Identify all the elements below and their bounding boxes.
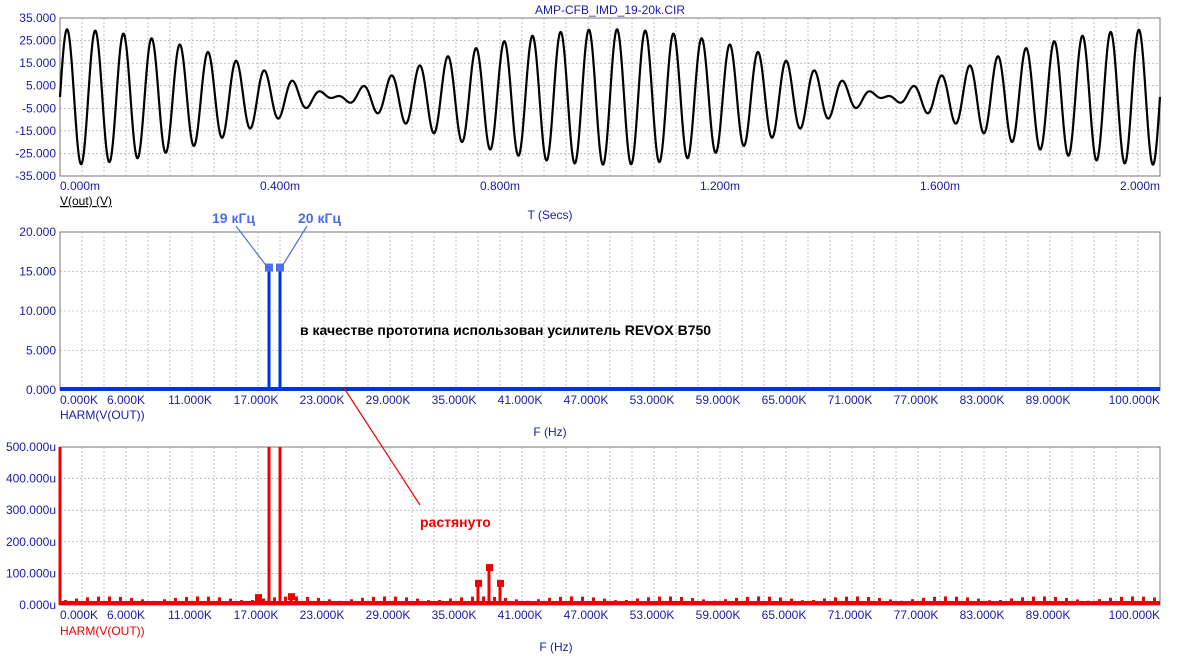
x-tick-label: 35.000K — [432, 608, 477, 622]
x-tick-label: 17.000K — [234, 608, 279, 622]
x-tick-label: 41.000K — [498, 393, 543, 407]
x-tick-label: 47.000K — [564, 393, 609, 407]
y-tick-label: 500.000u — [6, 440, 56, 454]
zoom-bar-marker — [486, 564, 493, 572]
prototype-note: в качестве прототипа использован усилите… — [300, 322, 711, 338]
zoom-trace-label: HARM(V(OUT)) — [60, 624, 145, 638]
x-tick-label: 77.000K — [894, 608, 939, 622]
y-tick-label: 25.000 — [19, 34, 56, 48]
x-tick-label: 6.000K — [107, 393, 145, 407]
x-tick-label: 100.000K — [1109, 608, 1160, 622]
y-tick-label: 10.000 — [19, 304, 56, 318]
x-tick-label: 0.000K — [60, 608, 98, 622]
f2-leader-line — [280, 225, 308, 269]
spectrum-x-label: F (Hz) — [533, 425, 566, 439]
x-tick-label: 11.000K — [168, 393, 212, 407]
zoom-bar-marker — [475, 579, 482, 587]
x-tick-label: 59.000K — [696, 608, 741, 622]
y-tick-label: 35.000 — [19, 11, 56, 25]
x-tick-label: 65.000K — [762, 608, 807, 622]
x-tick-label: 59.000K — [696, 393, 741, 407]
x-tick-label: 6.000K — [107, 608, 145, 622]
x-tick-label: 29.000K — [366, 393, 411, 407]
time-plot-x-axis: 0.000m 0.400m 0.800m 1.200m 1.600m 2.000m — [60, 179, 1160, 193]
x-tick-label: 65.000K — [762, 393, 807, 407]
x-tick-label: 0.400m — [260, 179, 300, 193]
x-tick-label: 0.000m — [60, 179, 100, 193]
spectrum-plot-x-axis: 0.000K 6.000K 11.000K 17.000K 23.000K 29.000K… — [60, 393, 1160, 407]
time-trace-label: V(out) (V) — [60, 194, 112, 208]
time-plot-grid — [59, 17, 1161, 177]
y-tick-label: 15.000 — [19, 56, 56, 70]
x-tick-label: 41.000K — [498, 608, 543, 622]
x-tick-label: 83.000K — [960, 393, 1005, 407]
plot-title: AMP-CFB_IMD_19-20k.CIR — [535, 3, 685, 17]
zoom-bars — [58, 447, 1160, 605]
y-tick-label: -15.000 — [15, 124, 56, 138]
y-tick-label: 15.000 — [19, 265, 56, 279]
y-tick-label: -25.000 — [15, 146, 56, 160]
x-tick-label: 35.000K — [432, 393, 477, 407]
zoom-plot-grid — [59, 446, 1161, 606]
x-tick-label: 2.000m — [1120, 179, 1160, 193]
x-tick-label: 83.000K — [960, 608, 1005, 622]
spectrum-plot-grid — [59, 231, 1161, 391]
x-tick-label: 89.000K — [1026, 393, 1071, 407]
y-tick-label: 300.000u — [6, 503, 56, 517]
zoom-plot-x-axis: 0.000K 6.000K 11.000K 17.000K 23.000K 29.000K… — [60, 608, 1160, 622]
y-tick-label: 5.000 — [26, 344, 56, 358]
f2-annotation: 20 кГц — [298, 210, 341, 226]
annotations: 19 кГц 20 кГц в качестве прототипа испол… — [212, 210, 711, 530]
stretched-annotation: растянуто — [420, 514, 491, 530]
x-tick-label: 53.000K — [630, 393, 675, 407]
y-tick-label: -35.000 — [15, 169, 56, 183]
zoom-x-label: F (Hz) — [539, 640, 572, 654]
y-tick-label: 100.000u — [6, 566, 56, 580]
spectrum-bar-marker — [265, 263, 273, 272]
x-tick-label: 47.000K — [564, 608, 609, 622]
y-tick-label: 0.000 — [26, 383, 56, 397]
x-tick-label: 1.200m — [700, 179, 740, 193]
x-tick-label: 71.000K — [828, 608, 873, 622]
x-tick-label: 89.000K — [1026, 608, 1071, 622]
stretched-leader-line — [343, 387, 421, 506]
time-x-label: T (Secs) — [527, 208, 572, 222]
zoom-bar-marker — [497, 579, 504, 587]
f1-annotation: 19 кГц — [212, 210, 255, 226]
x-tick-label: 23.000K — [300, 608, 345, 622]
x-tick-label: 1.600m — [920, 179, 960, 193]
x-tick-label: 77.000K — [894, 393, 939, 407]
plot-frame — [59, 446, 1161, 606]
zoom-bar-marker — [288, 593, 295, 601]
x-tick-label: 53.000K — [630, 608, 675, 622]
x-tick-label: 17.000K — [234, 393, 279, 407]
x-tick-label: 29.000K — [366, 608, 411, 622]
x-tick-label: 11.000K — [168, 608, 212, 622]
y-tick-label: -5.000 — [22, 101, 56, 115]
y-tick-label: 200.000u — [6, 535, 56, 549]
spectrum-trace-label: HARM(V(OUT)) — [60, 408, 145, 422]
x-tick-label: 23.000K — [300, 393, 345, 407]
spectrum-plot-y-axis: 20.000 15.000 10.000 5.000 0.000 — [19, 225, 56, 397]
x-tick-label: 0.800m — [480, 179, 520, 193]
zoom-bar-marker — [255, 594, 262, 602]
y-tick-label: 400.000u — [6, 472, 56, 486]
y-tick-label: 20.000 — [19, 225, 56, 239]
spectrum-bar-marker — [276, 263, 284, 272]
spectrum-bars — [60, 263, 1160, 391]
y-tick-label: 0.000u — [19, 598, 56, 612]
x-tick-label: 0.000K — [60, 393, 98, 407]
time-plot-y-axis: 35.000 25.000 15.000 5.000 -5.000 -15.000 -25.… — [15, 11, 56, 183]
x-tick-label: 100.000K — [1109, 393, 1160, 407]
f1-leader-line — [235, 225, 269, 269]
vout-trace — [58, 28, 1162, 166]
x-tick-label: 71.000K — [828, 393, 873, 407]
zoom-plot-y-axis: 500.000u 400.000u 300.000u 200.000u 100.000u… — [6, 440, 56, 612]
y-tick-label: 5.000 — [26, 79, 56, 93]
